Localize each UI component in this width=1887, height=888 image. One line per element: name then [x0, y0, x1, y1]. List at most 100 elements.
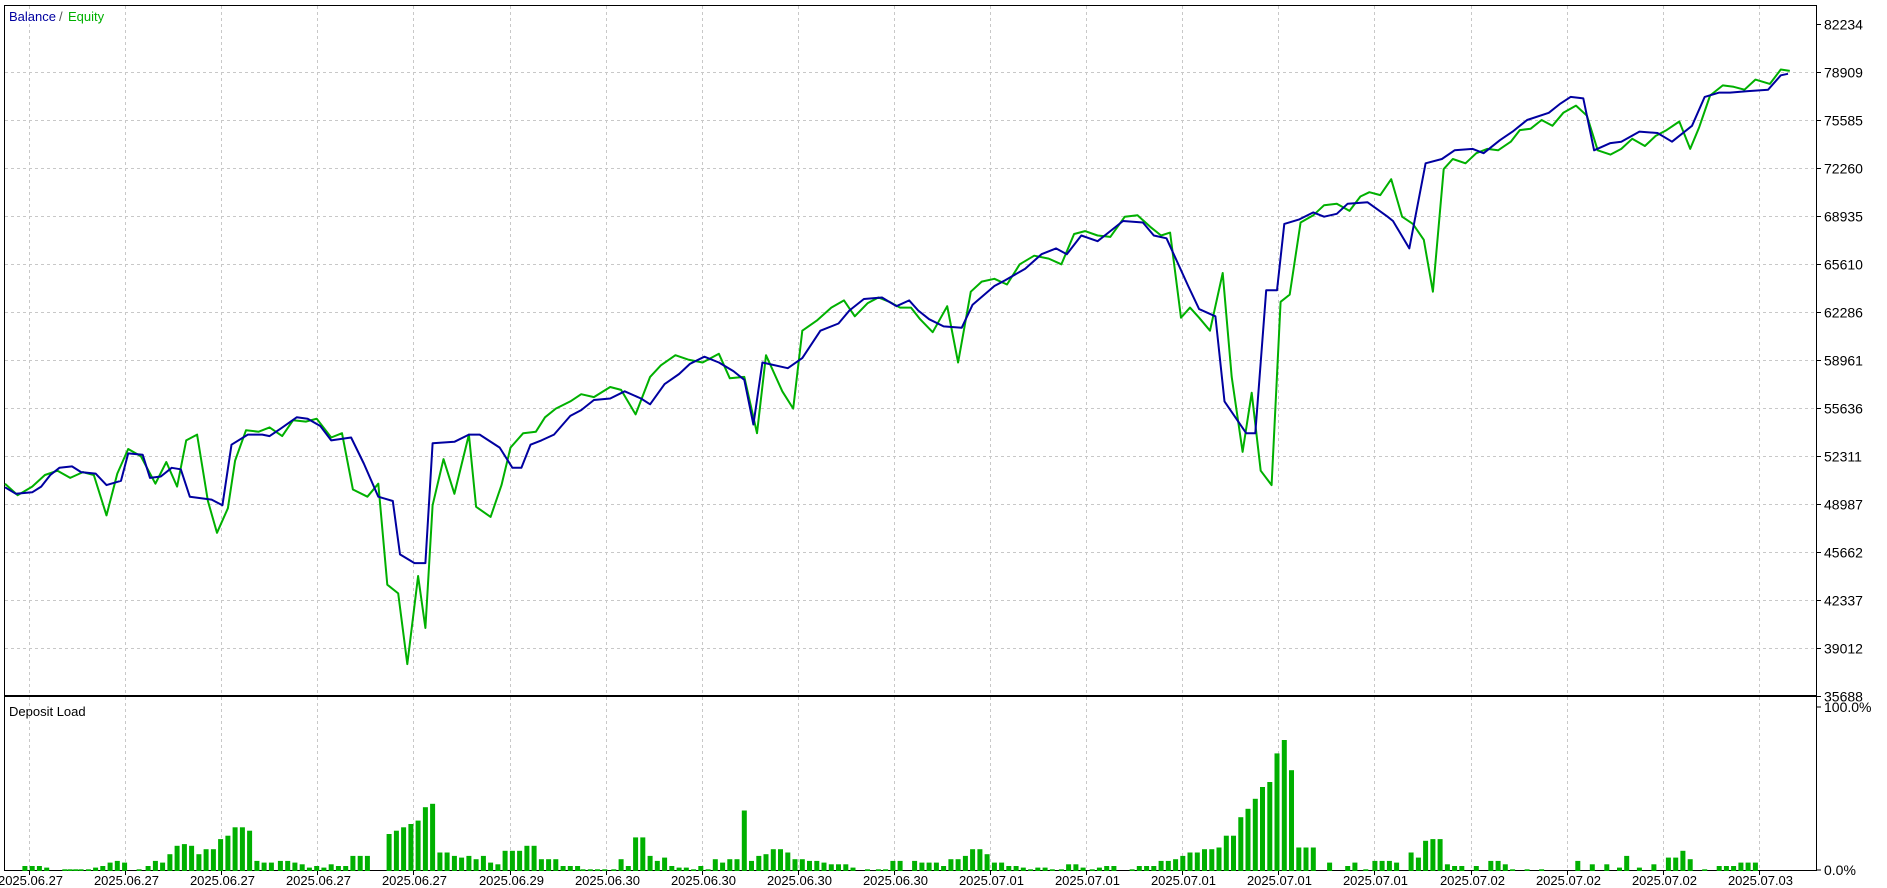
x-tick-label: 2025.06.30: [671, 873, 736, 888]
deposit-load-bar: [189, 845, 195, 871]
deposit-load-bar: [78, 869, 84, 871]
deposit-load-bar: [1687, 859, 1693, 871]
deposit-load-bar: [1716, 866, 1722, 871]
deposit-load-bar: [357, 855, 363, 871]
deposit-load-bar: [386, 834, 392, 871]
y-tick-label: 0.0%: [1824, 862, 1856, 878]
deposit-load-bar: [210, 849, 216, 871]
deposit-load-bar: [1394, 862, 1400, 871]
deposit-load-bar: [160, 862, 166, 871]
deposit-load-bar: [100, 866, 106, 871]
deposit-load-bar: [727, 859, 733, 871]
legend-separator: /: [59, 9, 63, 24]
deposit-load-bar: [335, 866, 341, 871]
deposit-load-bar: [897, 860, 903, 871]
deposit-load-bar: [488, 862, 494, 871]
deposit-load-bar: [430, 803, 436, 871]
deposit-load-bar: [875, 869, 881, 871]
deposit-load-bar: [1673, 857, 1679, 871]
deposit-load-bar: [145, 866, 151, 871]
deposit-load-bar: [1379, 860, 1385, 871]
deposit-load-bar: [1723, 866, 1729, 871]
deposit-load-bar: [218, 839, 224, 871]
deposit-load-bar: [611, 869, 617, 871]
deposit-load-bar: [712, 859, 718, 871]
deposit-load-bar: [1386, 860, 1392, 871]
balance-equity-panel: 82234 78909 75585 72260 68935 65610 62286 58961…: [4, 5, 1863, 705]
deposit-load-bar: [350, 855, 356, 871]
deposit-load-bar: [1129, 869, 1135, 871]
deposit-load-bar: [1459, 866, 1465, 871]
deposit-load-bar: [277, 860, 283, 871]
x-tick-label: 2025.07.03: [1728, 873, 1793, 888]
deposit-load-bar: [662, 857, 668, 871]
deposit-load-bar: [437, 852, 443, 871]
deposit-load-bar: [1575, 860, 1581, 871]
deposit-load-bar: [393, 830, 399, 871]
deposit-load-bar: [1180, 855, 1186, 871]
deposit-load-bar: [122, 862, 128, 871]
deposit-load-y-axis: 100.0% 0.0%: [1817, 699, 1871, 878]
x-tick-label: 2025.07.02: [1440, 873, 1505, 888]
deposit-load-bar: [152, 860, 158, 871]
deposit-load-bar: [941, 866, 947, 871]
deposit-load-bar: [247, 830, 253, 871]
deposit-load-bar: [1488, 860, 1494, 871]
x-tick-label: 2025.07.01: [1055, 873, 1120, 888]
deposit-load-bar: [602, 869, 608, 871]
deposit-load-bar: [292, 862, 298, 871]
deposit-load-bar: [807, 860, 812, 871]
deposit-load-bar: [232, 827, 238, 871]
deposit-load-bar: [1296, 847, 1302, 871]
deposit-load-bar: [1089, 869, 1095, 871]
y-tick-label: 62286: [1824, 305, 1863, 321]
deposit-load-bar: [531, 845, 537, 871]
y-tick-label: 58961: [1824, 353, 1863, 369]
deposit-load-bar: [1096, 867, 1102, 871]
deposit-load-bar: [567, 866, 573, 871]
deposit-load-bar: [1745, 862, 1751, 871]
deposit-load-bar: [625, 866, 631, 871]
deposit-load-bar: [1165, 860, 1171, 871]
deposit-load-bar: [836, 864, 841, 871]
deposit-load-bar: [792, 859, 798, 871]
deposit-load-bar: [93, 867, 99, 871]
deposit-load-bar: [814, 860, 820, 871]
deposit-load-bar: [1430, 839, 1436, 871]
x-tick-label: 2025.06.27: [382, 873, 447, 888]
deposit-load-bar: [36, 866, 42, 871]
deposit-load-bar: [509, 850, 515, 871]
deposit-load-bar: [1524, 869, 1530, 871]
deposit-load-bar: [1731, 866, 1737, 871]
deposit-load-bar: [1028, 869, 1034, 871]
x-tick-label: 2025.07.01: [1151, 873, 1216, 888]
deposit-load-bar: [741, 810, 747, 871]
x-tick-label: 2025.07.02: [1632, 873, 1697, 888]
deposit-load-bar: [640, 837, 646, 871]
deposit-load-bar: [926, 862, 932, 871]
deposit-load-bar: [647, 855, 653, 871]
deposit-load-bar: [778, 849, 783, 871]
deposit-load-bar: [1702, 869, 1708, 871]
legend-balance: Balance: [9, 9, 56, 24]
deposit-load-bar: [1281, 740, 1287, 871]
deposit-load-bar: [948, 859, 954, 871]
deposit-load-bar: [683, 867, 689, 871]
y-tick-label: 42337: [1824, 593, 1863, 609]
deposit-load-bar: [828, 864, 834, 871]
deposit-load-bar: [517, 850, 523, 871]
deposit-load-bar: [633, 837, 639, 871]
deposit-load-bar: [1042, 867, 1048, 871]
y-tick-label: 68935: [1824, 209, 1863, 225]
deposit-load-bar: [1539, 869, 1545, 871]
deposit-load-bar: [1415, 857, 1421, 871]
x-tick-label: 2025.06.27: [0, 873, 63, 888]
y-tick-label: 52311: [1824, 449, 1862, 465]
deposit-load-bar: [538, 859, 544, 871]
deposit-load-bar: [1173, 859, 1179, 871]
deposit-load-bar: [480, 855, 486, 871]
deposit-load-bar: [883, 869, 889, 871]
deposit-load-bar: [114, 860, 120, 871]
deposit-load-bar: [1006, 866, 1012, 871]
deposit-load-bar: [1665, 857, 1671, 871]
